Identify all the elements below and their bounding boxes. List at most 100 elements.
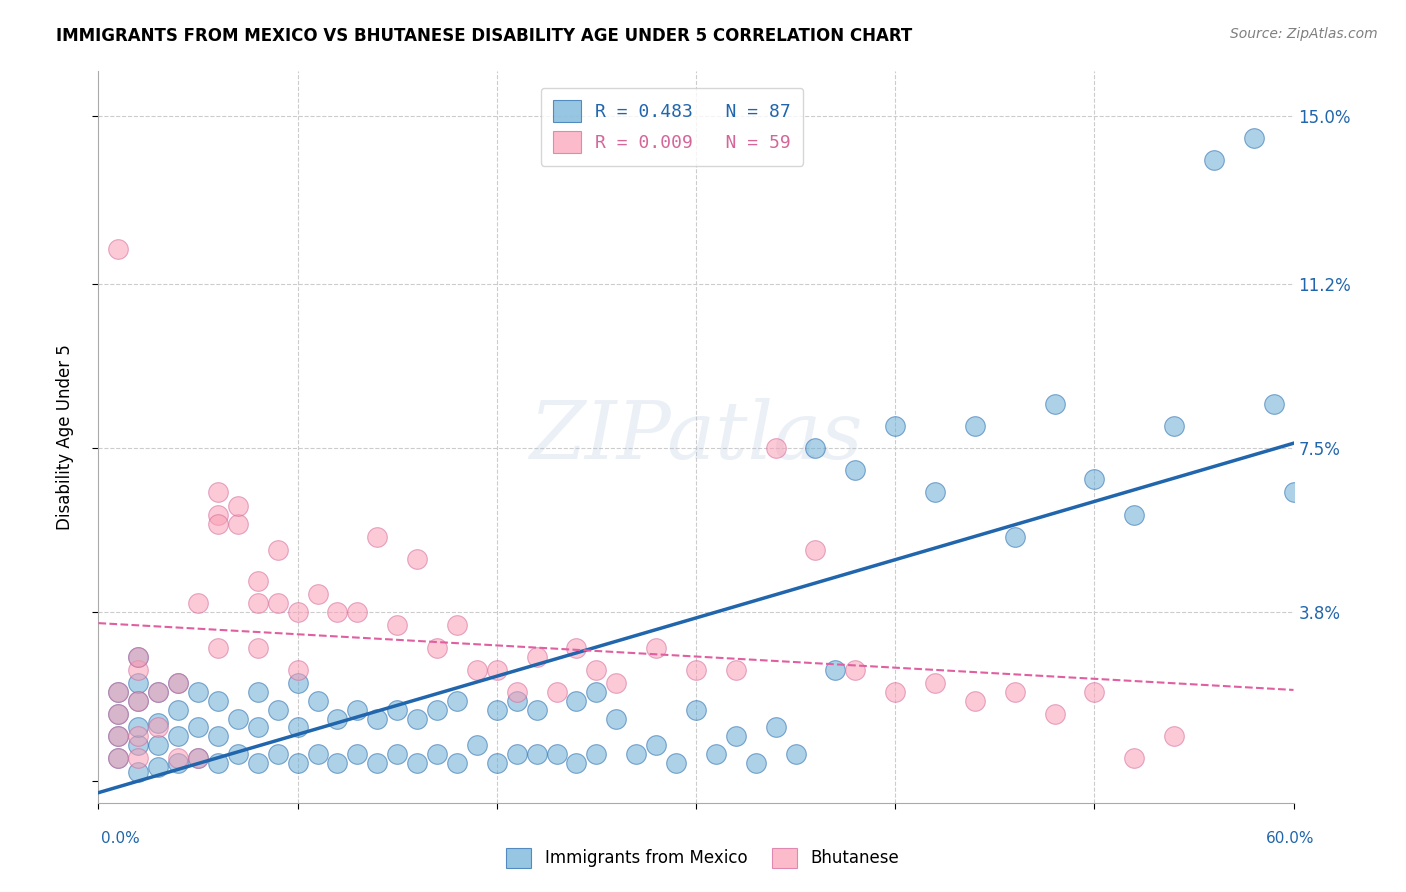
Point [765, 441, 787, 455]
Point [804, 543, 827, 558]
Point [307, 747, 329, 761]
Point [1004, 685, 1026, 699]
Point [685, 703, 707, 717]
Point [246, 596, 269, 610]
Point [307, 694, 329, 708]
Text: IMMIGRANTS FROM MEXICO VS BHUTANESE DISABILITY AGE UNDER 5 CORRELATION CHART: IMMIGRANTS FROM MEXICO VS BHUTANESE DISA… [56, 27, 912, 45]
Point [824, 663, 846, 677]
Point [665, 756, 688, 770]
Point [127, 721, 149, 735]
Point [107, 751, 129, 765]
Point [148, 760, 170, 774]
Point [127, 694, 149, 708]
Point [704, 747, 727, 761]
Point [107, 751, 129, 765]
Point [246, 721, 269, 735]
Point [526, 747, 548, 761]
Point [426, 640, 449, 655]
Point [287, 605, 309, 619]
Point [167, 751, 190, 765]
Point [585, 663, 607, 677]
Point [485, 703, 508, 717]
Point [207, 694, 229, 708]
Point [167, 703, 190, 717]
Point [107, 242, 129, 256]
Point [485, 756, 508, 770]
Point [167, 729, 190, 743]
Point [226, 499, 249, 513]
Point [1202, 153, 1225, 167]
Point [107, 685, 129, 699]
Point [406, 712, 429, 726]
Point [187, 721, 209, 735]
Point [107, 707, 129, 722]
Point [465, 738, 488, 752]
Point [366, 530, 388, 544]
Point [645, 640, 668, 655]
Point [287, 676, 309, 690]
Point [187, 751, 209, 765]
Point [326, 756, 349, 770]
Point [127, 751, 149, 765]
Point [884, 419, 907, 434]
Point [207, 485, 229, 500]
Point [148, 738, 170, 752]
Point [207, 729, 229, 743]
Text: Source: ZipAtlas.com: Source: ZipAtlas.com [1230, 27, 1378, 41]
Point [1004, 530, 1026, 544]
Point [565, 756, 588, 770]
Point [1282, 485, 1305, 500]
Point [226, 712, 249, 726]
Point [804, 441, 827, 455]
Point [1083, 685, 1105, 699]
Point [924, 485, 946, 500]
Point [626, 747, 648, 761]
Point [1163, 729, 1185, 743]
Point [526, 703, 548, 717]
Point [1043, 707, 1066, 722]
Point [724, 663, 747, 677]
Point [406, 756, 429, 770]
Point [765, 721, 787, 735]
Point [446, 618, 468, 632]
Point [1043, 397, 1066, 411]
Legend: Immigrants from Mexico, Bhutanese: Immigrants from Mexico, Bhutanese [499, 841, 907, 875]
Text: 60.0%: 60.0% [1267, 831, 1315, 846]
Point [127, 729, 149, 743]
Point [1163, 419, 1185, 434]
Point [963, 419, 986, 434]
Point [326, 712, 349, 726]
Point [1243, 131, 1265, 145]
Point [366, 756, 388, 770]
Point [307, 587, 329, 601]
Point [346, 703, 368, 717]
Point [187, 685, 209, 699]
Point [346, 747, 368, 761]
Point [605, 676, 627, 690]
Point [167, 756, 190, 770]
Point [267, 596, 290, 610]
Point [148, 685, 170, 699]
Point [645, 738, 668, 752]
Point [246, 756, 269, 770]
Point [446, 756, 468, 770]
Point [465, 663, 488, 677]
Point [485, 663, 508, 677]
Point [1083, 472, 1105, 486]
Point [506, 685, 529, 699]
Point [406, 552, 429, 566]
Point [724, 729, 747, 743]
Point [267, 543, 290, 558]
Point [127, 663, 149, 677]
Point [506, 694, 529, 708]
Point [546, 747, 568, 761]
Point [207, 508, 229, 522]
Point [148, 716, 170, 731]
Point [884, 685, 907, 699]
Point [107, 685, 129, 699]
Point [1123, 751, 1146, 765]
Point [127, 764, 149, 779]
Point [565, 640, 588, 655]
Point [565, 694, 588, 708]
Point [187, 751, 209, 765]
